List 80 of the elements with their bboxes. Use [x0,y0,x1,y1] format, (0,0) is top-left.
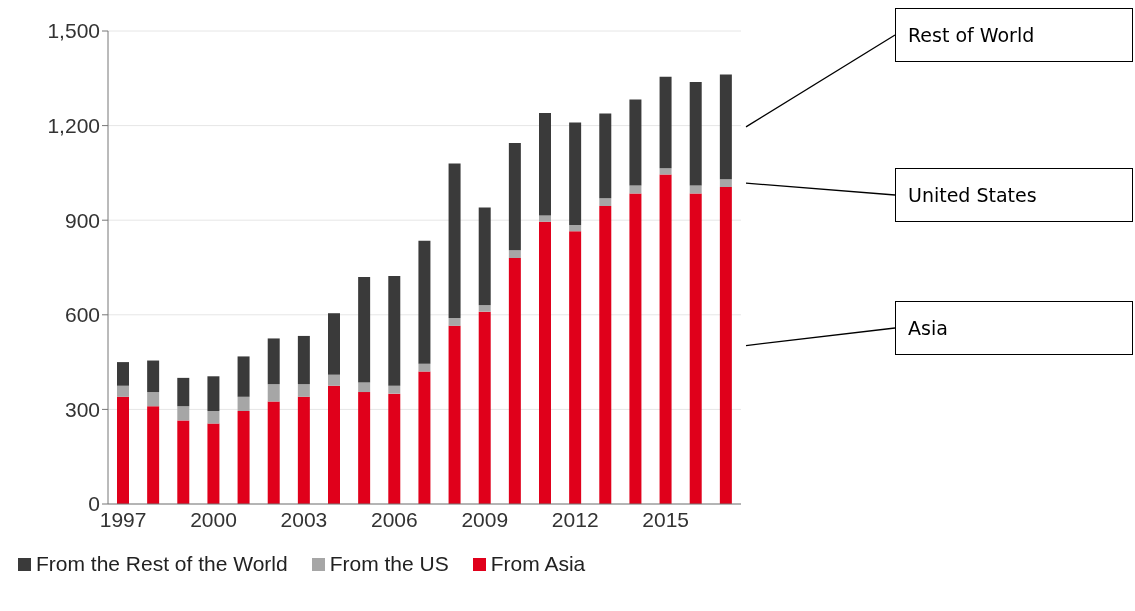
x-tick-label: 2003 [280,507,328,531]
y-tick-label: 1,200 [47,114,100,138]
text: Asia [908,317,948,339]
y-tick-label: 1,500 [47,19,100,43]
x-tick-label: 2015 [642,507,689,531]
bar [478,305,491,312]
bar [207,410,220,424]
bar [719,179,732,188]
bar [448,325,461,504]
bar [478,311,491,504]
bar [719,187,732,504]
bar [418,363,431,372]
y-tick-label: 300 [64,397,100,421]
bar [659,76,672,169]
text: Rest of World [908,24,1035,46]
bar [297,396,310,504]
bar [719,74,732,180]
bar [569,224,582,232]
bar [237,396,250,411]
bar [237,410,250,504]
bar [418,240,431,364]
x-tick-label: 2012 [551,507,599,531]
bar [599,113,612,199]
bar [328,313,340,375]
bar [328,385,340,504]
bar [267,401,280,504]
x-tick-label: 2009 [461,507,509,531]
legend-label: From the US [328,552,449,576]
bar [689,82,702,186]
text: United States [908,184,1037,206]
bar [358,392,371,504]
bar [478,207,491,306]
bar [539,112,551,216]
bar [659,174,672,504]
bar [508,142,521,251]
bar [448,163,461,318]
bar [508,258,521,504]
bar [539,215,551,222]
bar [147,360,160,393]
bar [599,206,612,504]
bar [147,392,160,407]
bar [177,377,190,407]
y-tick-label: 900 [64,208,100,232]
bar [117,385,129,397]
bar [358,276,371,383]
bar [388,276,401,386]
bar [117,396,129,504]
bar [237,356,250,397]
x-tick-label: 1997 [99,507,147,531]
bar [297,384,310,397]
bar [629,99,642,186]
bar [297,335,310,385]
bar [328,374,340,386]
y-tick-label: 0 [88,492,100,516]
bar [177,406,190,421]
bar [267,384,280,402]
bar [388,385,401,394]
bar [388,393,401,504]
bar [117,362,129,386]
legend-label: From Asia [489,552,586,576]
bar [569,231,582,504]
x-tick-label: 2000 [190,507,237,531]
x-tick-label: 2006 [371,507,418,531]
bar [147,406,160,504]
bar [659,168,672,175]
bar [508,250,521,259]
bar [358,382,371,393]
bar [267,338,280,385]
bar [539,221,551,504]
bar [689,193,702,504]
legend-label: From the Rest of the World [35,552,288,576]
y-tick-label: 600 [64,303,100,327]
bar [207,376,220,411]
bar [599,198,612,207]
bar [207,423,220,504]
bar [418,371,431,504]
bar [569,122,582,225]
bar [448,317,461,326]
bar [629,193,642,504]
bar [177,420,190,504]
